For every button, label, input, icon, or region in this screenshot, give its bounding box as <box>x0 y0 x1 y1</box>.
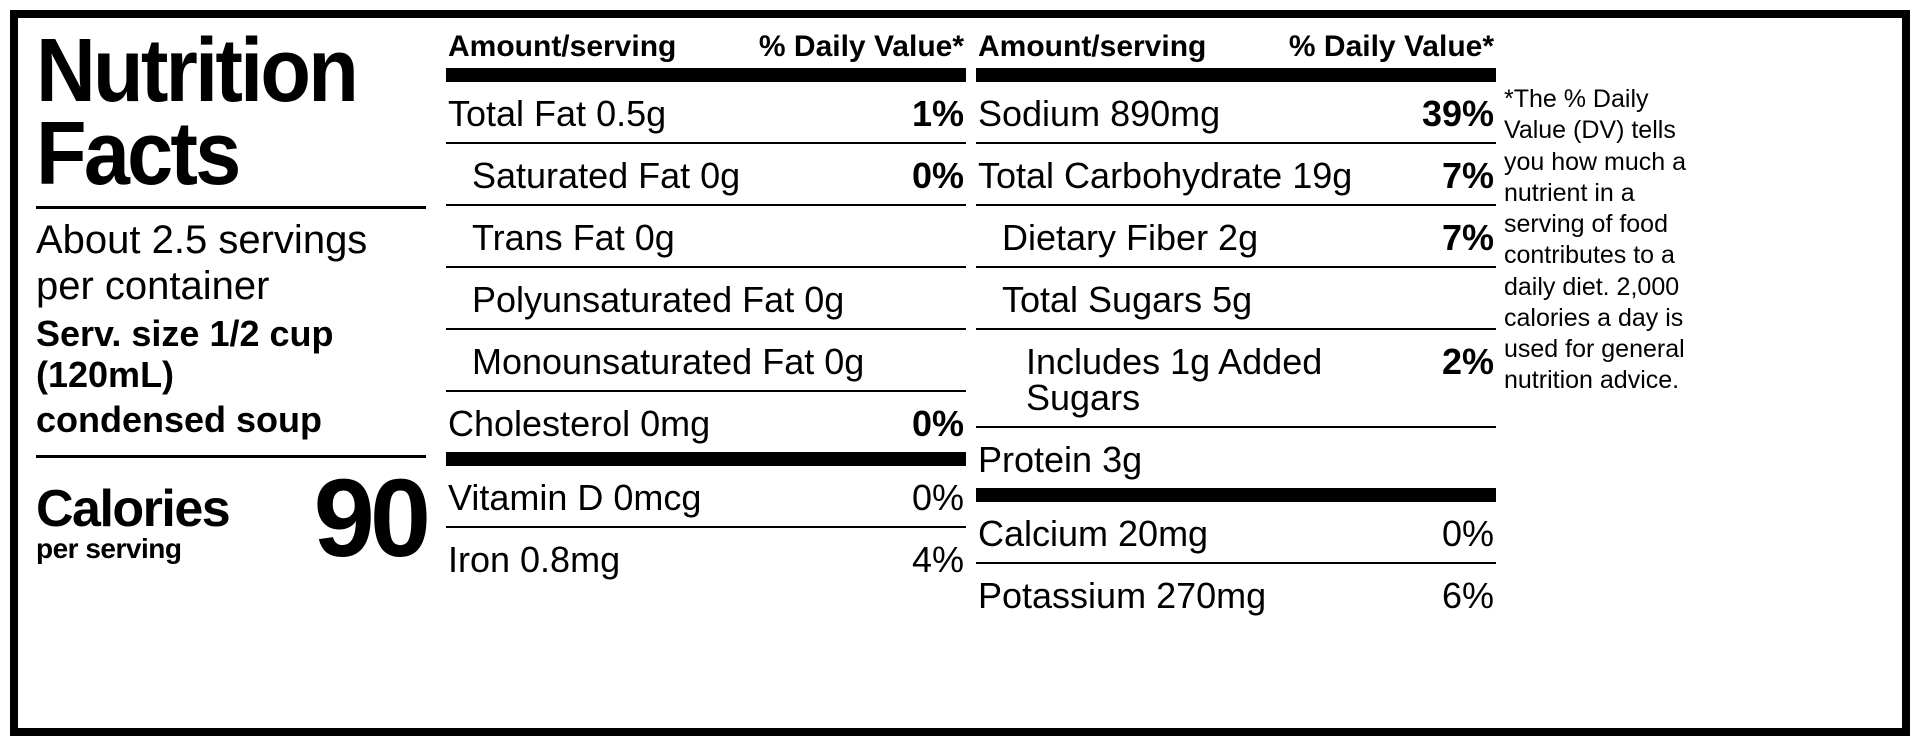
title-line-1: Nutrition <box>36 30 395 113</box>
row-total-fat: Total Fat 0.5g 1% <box>446 82 966 144</box>
serving-size-l2: condensed soup <box>36 399 426 440</box>
header-dv: % Daily Value* <box>759 30 964 64</box>
row-calcium: Calcium 20mg 0% <box>976 502 1496 564</box>
nutrition-facts-panel: Nutrition Facts About 2.5 servings per c… <box>10 10 1910 736</box>
nutrient-column-2: Amount/serving % Daily Value* Sodium 890… <box>976 30 1496 716</box>
calories-value: 90 <box>314 472 426 566</box>
row-total-carbohydrate: Total Carbohydrate 19g 7% <box>976 144 1496 206</box>
left-block: Nutrition Facts About 2.5 servings per c… <box>36 30 436 716</box>
row-trans-fat: Trans Fat 0g <box>446 206 966 268</box>
rule <box>36 206 426 209</box>
row-protein: Protein 3g <box>976 428 1496 488</box>
column-header: Amount/serving % Daily Value* <box>976 30 1496 82</box>
row-total-sugars: Total Sugars 5g <box>976 268 1496 330</box>
daily-value-footnote: *The % Daily Value (DV) tells you how mu… <box>1496 30 1696 716</box>
calories-sub: per serving <box>36 533 229 565</box>
nutrient-column-1: Amount/serving % Daily Value* Total Fat … <box>446 30 966 716</box>
header-amount: Amount/serving <box>978 30 1206 64</box>
servings-line-1: About 2.5 servings <box>36 217 426 263</box>
header-amount: Amount/serving <box>448 30 676 64</box>
column-header: Amount/serving % Daily Value* <box>446 30 966 82</box>
title-line-2: Facts <box>36 113 395 196</box>
thick-rule <box>446 452 966 466</box>
row-cholesterol: Cholesterol 0mg 0% <box>446 392 966 452</box>
servings-line-2: per container <box>36 263 426 309</box>
row-polyunsaturated-fat: Polyunsaturated Fat 0g <box>446 268 966 330</box>
thick-rule <box>976 488 1496 502</box>
row-dietary-fiber: Dietary Fiber 2g 7% <box>976 206 1496 268</box>
row-added-sugars: Includes 1g Added Sugars 2% <box>976 330 1496 428</box>
header-dv: % Daily Value* <box>1289 30 1494 64</box>
row-iron: Iron 0.8mg 4% <box>446 528 966 588</box>
calories-row: Calories per serving 90 <box>36 472 426 566</box>
serving-size: Serv. size 1/2 cup (120mL) <box>36 313 426 396</box>
row-vitamin-d: Vitamin D 0mcg 0% <box>446 466 966 528</box>
calories-label: Calories <box>36 486 229 533</box>
row-potassium: Potassium 270mg 6% <box>976 564 1496 624</box>
row-sodium: Sodium 890mg 39% <box>976 82 1496 144</box>
row-saturated-fat: Saturated Fat 0g 0% <box>446 144 966 206</box>
serving-size-label: Serv. size <box>36 313 199 354</box>
row-monounsaturated-fat: Monounsaturated Fat 0g <box>446 330 966 392</box>
